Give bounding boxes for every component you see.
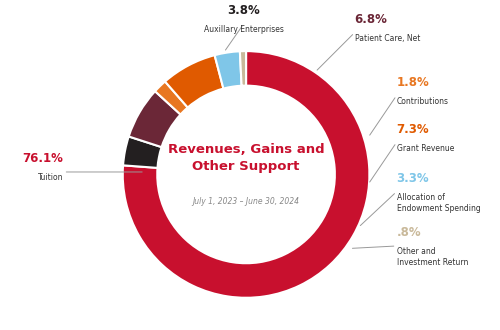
Text: Revenues, Gains and
Other Support: Revenues, Gains and Other Support bbox=[168, 144, 324, 173]
Text: Tuition: Tuition bbox=[38, 173, 64, 182]
Wedge shape bbox=[240, 51, 246, 86]
Text: Grant Revenue: Grant Revenue bbox=[396, 144, 454, 152]
Wedge shape bbox=[155, 82, 188, 115]
Wedge shape bbox=[122, 51, 370, 298]
Wedge shape bbox=[128, 91, 180, 147]
Text: 76.1%: 76.1% bbox=[22, 152, 64, 165]
Text: Auxillary Enterprises: Auxillary Enterprises bbox=[204, 25, 284, 34]
Text: 6.8%: 6.8% bbox=[354, 13, 388, 26]
Text: 3.3%: 3.3% bbox=[396, 172, 429, 185]
Text: July 1, 2023 – June 30, 2024: July 1, 2023 – June 30, 2024 bbox=[192, 197, 300, 206]
Wedge shape bbox=[214, 51, 242, 88]
Text: Other and
Investment Return: Other and Investment Return bbox=[396, 247, 468, 267]
Text: 7.3%: 7.3% bbox=[396, 122, 429, 136]
Text: .8%: .8% bbox=[396, 226, 421, 239]
Wedge shape bbox=[165, 55, 224, 108]
Text: 3.8%: 3.8% bbox=[227, 4, 260, 17]
Text: Contributions: Contributions bbox=[396, 97, 448, 106]
Wedge shape bbox=[123, 137, 162, 168]
Text: Allocation of
Endowment Spending: Allocation of Endowment Spending bbox=[396, 193, 480, 213]
Text: 1.8%: 1.8% bbox=[396, 76, 430, 89]
Text: Patient Care, Net: Patient Care, Net bbox=[354, 34, 420, 43]
